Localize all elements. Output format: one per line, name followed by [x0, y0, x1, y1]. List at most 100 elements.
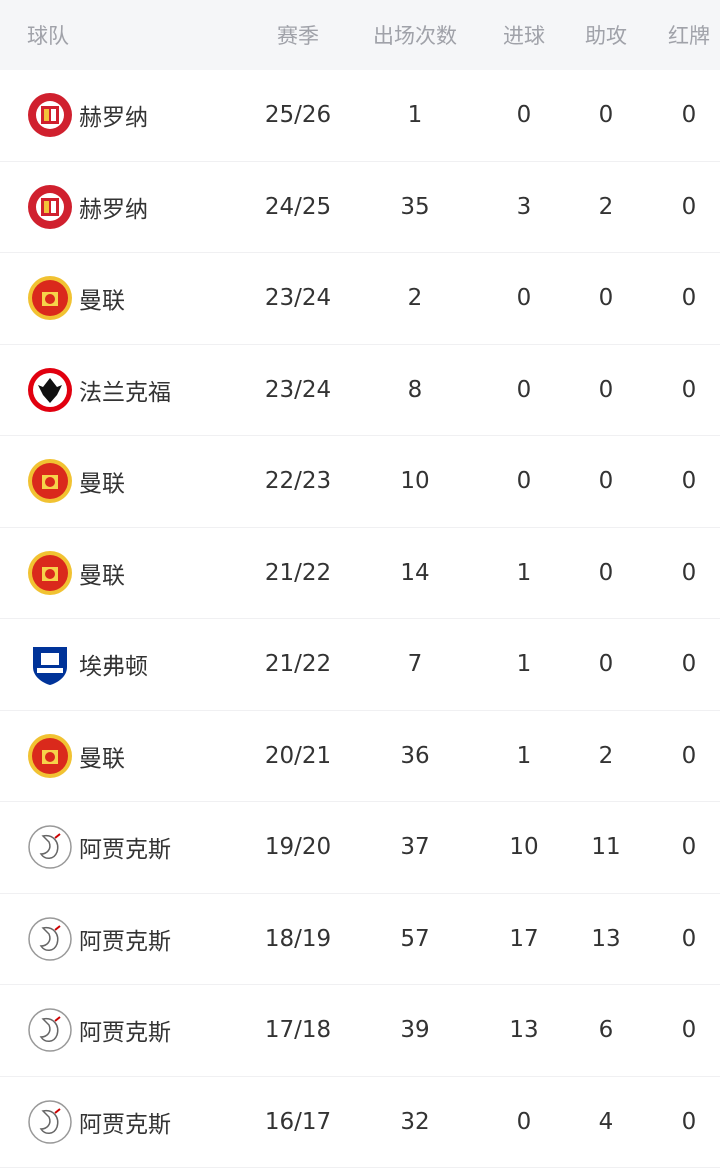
assists-cell: 0	[566, 102, 646, 128]
goals-cell: 0	[484, 102, 564, 128]
season-cell: 18/19	[248, 926, 348, 952]
assists-cell: 6	[566, 1017, 646, 1043]
season-cell: 21/22	[248, 560, 348, 586]
apps-cell: 37	[355, 834, 475, 860]
apps-cell: 36	[355, 743, 475, 769]
manutd-logo-icon	[27, 275, 73, 321]
table-row[interactable]: 曼联 22/23 10 0 0 0	[0, 436, 720, 528]
team-name: 曼联	[79, 556, 125, 590]
header-apps: 出场次数	[355, 20, 475, 50]
season-cell: 23/24	[248, 285, 348, 311]
team-cell: 曼联	[0, 550, 240, 596]
red-cards-cell: 0	[650, 1109, 720, 1135]
red-cards-cell: 0	[650, 834, 720, 860]
red-cards-cell: 0	[650, 1017, 720, 1043]
team-cell: 阿贾克斯	[0, 916, 240, 962]
red-cards-cell: 0	[650, 468, 720, 494]
apps-cell: 10	[355, 468, 475, 494]
girona-logo-icon	[27, 184, 73, 230]
assists-cell: 0	[566, 285, 646, 311]
goals-cell: 0	[484, 468, 564, 494]
manutd-logo-icon	[27, 733, 73, 779]
team-cell: 赫罗纳	[0, 92, 240, 138]
manutd-logo-icon	[27, 458, 73, 504]
assists-cell: 0	[566, 468, 646, 494]
season-cell: 21/22	[248, 651, 348, 677]
table-row[interactable]: 曼联 21/22 14 1 0 0	[0, 528, 720, 620]
season-cell: 16/17	[248, 1109, 348, 1135]
apps-cell: 14	[355, 560, 475, 586]
team-cell: 曼联	[0, 275, 240, 321]
table-row[interactable]: 埃弗顿 21/22 7 1 0 0	[0, 619, 720, 711]
ajax-logo-icon	[27, 916, 73, 962]
assists-cell: 0	[566, 377, 646, 403]
season-cell: 25/26	[248, 102, 348, 128]
season-cell: 17/18	[248, 1017, 348, 1043]
red-cards-cell: 0	[650, 102, 720, 128]
team-cell: 曼联	[0, 733, 240, 779]
apps-cell: 57	[355, 926, 475, 952]
season-cell: 23/24	[248, 377, 348, 403]
goals-cell: 13	[484, 1017, 564, 1043]
everton-logo-icon	[27, 641, 73, 687]
apps-cell: 32	[355, 1109, 475, 1135]
team-cell: 法兰克福	[0, 367, 240, 413]
assists-cell: 11	[566, 834, 646, 860]
team-name: 阿贾克斯	[79, 1105, 171, 1139]
header-goals: 进球	[484, 20, 564, 50]
team-name: 赫罗纳	[79, 98, 148, 132]
goals-cell: 1	[484, 651, 564, 677]
table-row[interactable]: 法兰克福 23/24 8 0 0 0	[0, 345, 720, 437]
table-row[interactable]: 赫罗纳 25/26 1 0 0 0	[0, 70, 720, 162]
season-cell: 22/23	[248, 468, 348, 494]
team-name: 法兰克福	[79, 373, 171, 407]
ajax-logo-icon	[27, 824, 73, 870]
goals-cell: 3	[484, 194, 564, 220]
team-cell: 阿贾克斯	[0, 1099, 240, 1145]
table-row[interactable]: 阿贾克斯 17/18 39 13 6 0	[0, 985, 720, 1077]
team-name: 阿贾克斯	[79, 922, 171, 956]
assists-cell: 2	[566, 743, 646, 769]
team-cell: 曼联	[0, 458, 240, 504]
apps-cell: 35	[355, 194, 475, 220]
team-name: 曼联	[79, 281, 125, 315]
girona-logo-icon	[27, 92, 73, 138]
team-name: 阿贾克斯	[79, 830, 171, 864]
table-row[interactable]: 阿贾克斯 18/19 57 17 13 0	[0, 894, 720, 986]
table-row[interactable]: 阿贾克斯 16/17 32 0 4 0	[0, 1077, 720, 1168]
apps-cell: 39	[355, 1017, 475, 1043]
table-row[interactable]: 曼联 23/24 2 0 0 0	[0, 253, 720, 345]
red-cards-cell: 0	[650, 377, 720, 403]
season-cell: 19/20	[248, 834, 348, 860]
table-row[interactable]: 曼联 20/21 36 1 2 0	[0, 711, 720, 803]
assists-cell: 13	[566, 926, 646, 952]
season-cell: 24/25	[248, 194, 348, 220]
table-row[interactable]: 赫罗纳 24/25 35 3 2 0	[0, 162, 720, 254]
season-cell: 20/21	[248, 743, 348, 769]
team-name: 曼联	[79, 739, 125, 773]
header-season: 赛季	[248, 20, 348, 50]
assists-cell: 0	[566, 651, 646, 677]
team-cell: 赫罗纳	[0, 184, 240, 230]
header-team: 球队	[0, 20, 240, 50]
red-cards-cell: 0	[650, 651, 720, 677]
team-cell: 阿贾克斯	[0, 824, 240, 870]
assists-cell: 0	[566, 560, 646, 586]
apps-cell: 2	[355, 285, 475, 311]
goals-cell: 0	[484, 285, 564, 311]
header-assists: 助攻	[566, 20, 646, 50]
manutd-logo-icon	[27, 550, 73, 596]
goals-cell: 1	[484, 743, 564, 769]
header-red-cards: 红牌	[650, 20, 720, 50]
red-cards-cell: 0	[650, 194, 720, 220]
team-name: 埃弗顿	[79, 647, 148, 681]
goals-cell: 0	[484, 377, 564, 403]
frankfurt-logo-icon	[27, 367, 73, 413]
assists-cell: 4	[566, 1109, 646, 1135]
team-name: 阿贾克斯	[79, 1013, 171, 1047]
red-cards-cell: 0	[650, 926, 720, 952]
assists-cell: 2	[566, 194, 646, 220]
table-row[interactable]: 阿贾克斯 19/20 37 10 11 0	[0, 802, 720, 894]
apps-cell: 1	[355, 102, 475, 128]
apps-cell: 7	[355, 651, 475, 677]
